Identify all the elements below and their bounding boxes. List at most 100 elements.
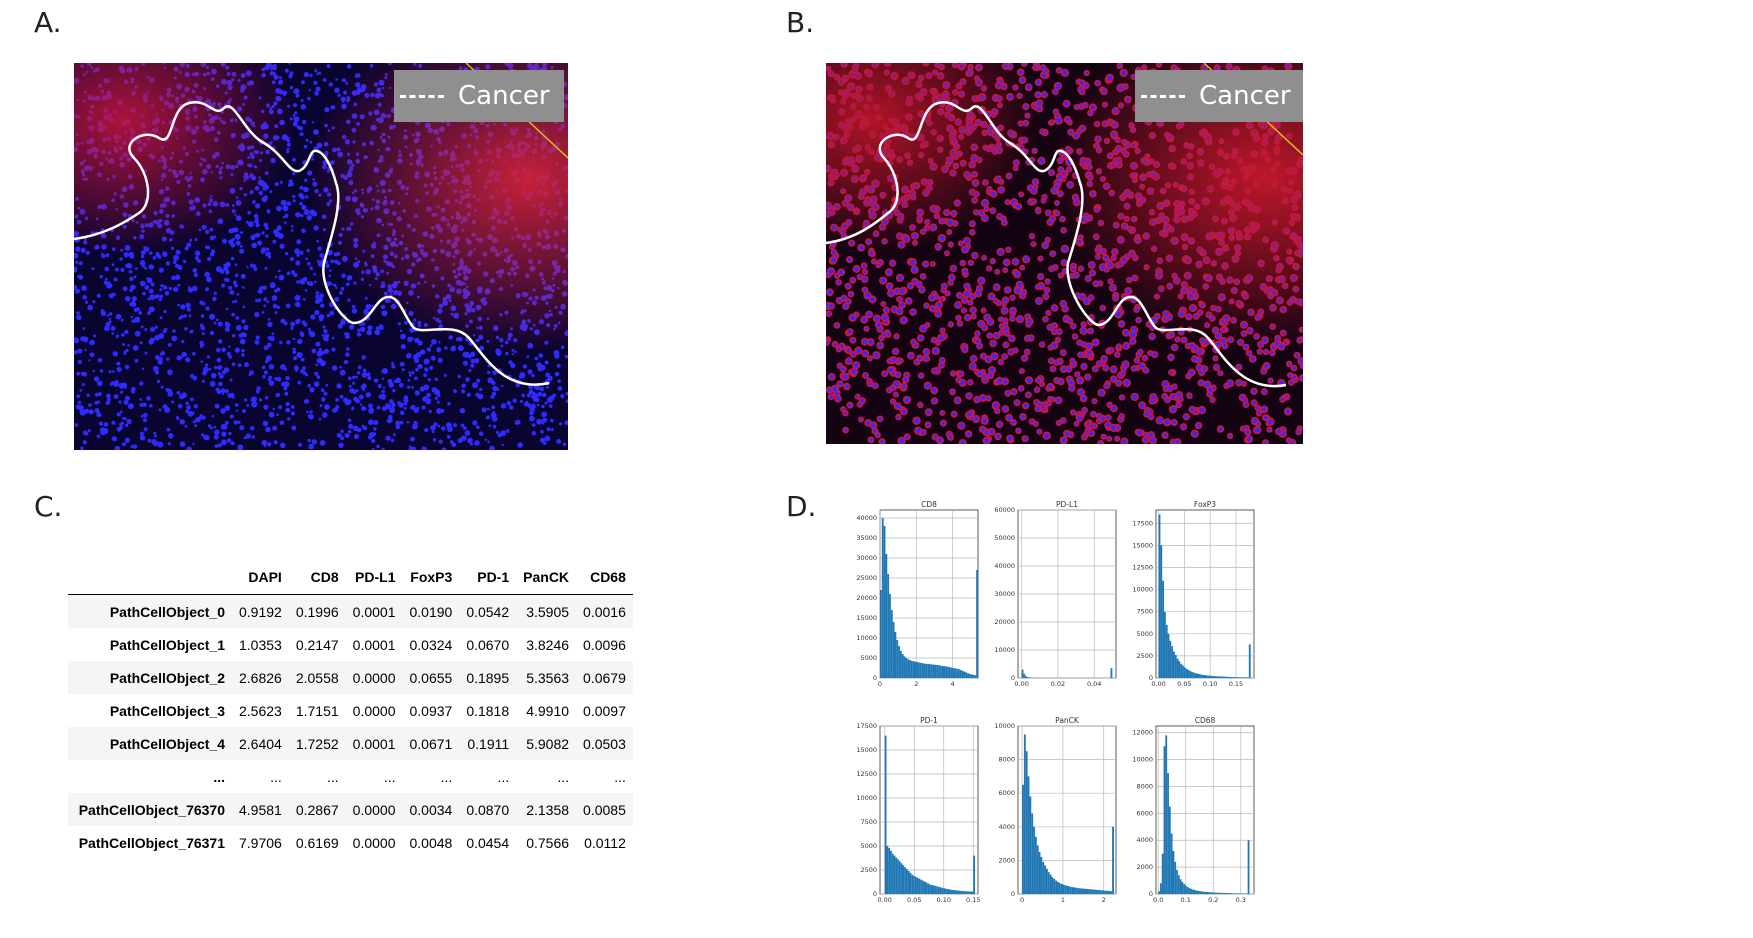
- x-tick-label: 0.02: [1051, 680, 1065, 688]
- table-cell: 2.0558: [295, 669, 339, 686]
- row-label: PathCellObject_4: [109, 735, 225, 752]
- histogram-bar: [1051, 877, 1054, 894]
- histogram-bar: [1203, 675, 1206, 678]
- x-tick-label: 0.1: [1181, 896, 1191, 904]
- y-tick-label: 15000: [856, 614, 877, 622]
- histogram-bar: [1215, 892, 1218, 894]
- y-tick-label: 15000: [1132, 541, 1153, 549]
- histogram-bar: [1224, 892, 1227, 894]
- y-tick-label: 10000: [1132, 586, 1153, 594]
- histogram-bar: [1038, 852, 1041, 894]
- histogram-bar: [1033, 826, 1035, 894]
- histogram-bar: [905, 869, 908, 894]
- histogram-bar: [914, 876, 917, 894]
- histogram-bar: [1176, 869, 1178, 894]
- histogram-title: PD-1: [920, 716, 938, 725]
- histogram-bar: [1163, 746, 1166, 894]
- table-cell: 0.0670: [466, 636, 510, 653]
- y-tick-label: 0: [1011, 674, 1015, 682]
- histogram-bar: [1196, 673, 1199, 678]
- legend-dash-b: [1141, 94, 1185, 98]
- histogram-bar: [945, 666, 948, 678]
- histogram-bar: [1057, 881, 1059, 894]
- histogram-bar: [1178, 661, 1181, 678]
- histogram-bar: [970, 674, 973, 678]
- histogram-bar: [1161, 853, 1164, 894]
- histogram-bar: [1027, 677, 1029, 678]
- histogram-bar: [904, 867, 906, 894]
- histogram-bar: [1183, 883, 1186, 894]
- x-tick-label: 2: [914, 680, 918, 688]
- y-tick-label: 0: [1149, 674, 1153, 682]
- histogram-bar: [1162, 580, 1164, 678]
- histogram-bar: [1025, 751, 1028, 894]
- histogram-bar: [934, 664, 937, 678]
- histogram-bar: [943, 666, 946, 678]
- y-tick-label: 6000: [1136, 809, 1153, 817]
- histogram-bar: [890, 610, 893, 678]
- histogram-bar: [1230, 677, 1233, 678]
- table-index-header: [68, 560, 232, 595]
- table-cell: 0.0190: [409, 603, 453, 620]
- y-tick-label: 7500: [860, 818, 877, 826]
- histogram-bar: [1228, 676, 1231, 678]
- histogram-bar: [893, 855, 896, 894]
- histogram-bar: [1165, 735, 1168, 894]
- histogram-bar: [950, 667, 953, 678]
- histogram-bar: [1176, 658, 1179, 678]
- histogram-bar: [907, 659, 910, 678]
- histogram-bar: [1077, 888, 1080, 894]
- histogram-bar: [967, 673, 969, 678]
- histogram-bar: [1185, 885, 1187, 894]
- histogram-bar: [1158, 891, 1160, 894]
- table-cell: 3.5905: [526, 603, 570, 620]
- table-cell: 0.0324: [409, 636, 453, 653]
- histogram-bar: [1206, 891, 1209, 894]
- y-tick-label: 10000: [994, 646, 1015, 654]
- row-label: PathCellObject_2: [109, 669, 225, 686]
- histogram-bar: [900, 863, 903, 894]
- table-cell: 2.6404: [239, 735, 282, 752]
- y-tick-label: 40000: [994, 562, 1015, 570]
- histogram-bar: [1106, 890, 1109, 894]
- histogram-bar: [1192, 889, 1194, 894]
- micrograph-a-image: [74, 63, 568, 450]
- y-tick-label: 0: [1011, 890, 1015, 898]
- y-tick-label: 0: [1149, 890, 1153, 898]
- histogram-bar: [911, 874, 914, 894]
- y-tick-label: 12000: [1132, 729, 1153, 737]
- histogram-bar: [1240, 893, 1243, 894]
- table-cell: 1.0353: [239, 636, 282, 653]
- histogram-bar: [1069, 886, 1072, 894]
- table-cell: 7.9706: [239, 834, 282, 851]
- y-tick-label: 2000: [998, 856, 1015, 864]
- y-tick-label: 4000: [1136, 836, 1153, 844]
- histogram-bar: [964, 891, 967, 894]
- histogram-bar: [892, 622, 895, 678]
- table-cell: 0.1911: [467, 735, 510, 752]
- histogram-bar: [1233, 893, 1236, 894]
- histogram-bar: [956, 668, 959, 678]
- histogram-bar: [955, 890, 958, 894]
- histogram-bar: [976, 570, 978, 678]
- histogram-bar: [1236, 893, 1239, 894]
- y-tick-label: 5000: [860, 654, 877, 662]
- y-tick-label: 35000: [856, 534, 877, 542]
- column-header: PD-L1: [345, 560, 403, 595]
- table-cell: 0.0085: [583, 801, 626, 818]
- histogram-bar: [929, 884, 931, 894]
- histogram-bar: [941, 666, 944, 678]
- histogram-bar: [918, 662, 920, 678]
- column-header: PD-1: [459, 560, 517, 595]
- histogram-bar: [1167, 633, 1170, 678]
- histogram-bar: [1227, 893, 1230, 894]
- histogram-bar: [959, 890, 961, 894]
- histogram-bar: [1194, 673, 1197, 678]
- histogram-bar: [1168, 806, 1171, 894]
- legend-dash-a: [400, 94, 444, 98]
- y-tick-label: 25000: [856, 574, 877, 582]
- table-cell: 2.5623: [239, 702, 282, 719]
- histogram-bar: [1199, 891, 1202, 894]
- y-tick-label: 12500: [856, 770, 877, 778]
